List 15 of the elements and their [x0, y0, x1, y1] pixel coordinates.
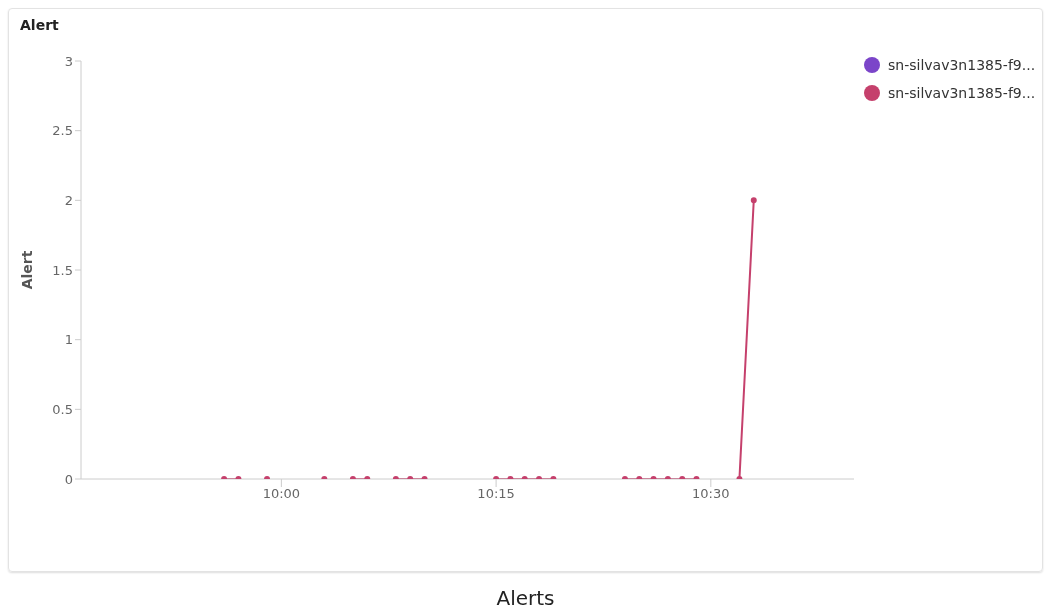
y-tick-label: 3 — [64, 53, 73, 69]
y-tick-label: 2 — [64, 192, 73, 208]
y-tick-label: 0.5 — [52, 401, 73, 417]
x-tick-label: 10:15 — [477, 486, 515, 502]
legend-label: sn-silvav3n1385-f9... — [888, 85, 1036, 101]
legend-label: sn-silvav3n1385-f9... — [888, 57, 1036, 73]
x-tick-label: 10:00 — [262, 486, 301, 502]
y-axis-title: Alert — [18, 250, 35, 290]
y-tick-label: 2.5 — [52, 123, 73, 139]
y-tick-label: 1.5 — [52, 262, 73, 278]
chart-title: Alert — [20, 17, 59, 33]
y-tick-label: 1 — [64, 332, 73, 348]
x-tick-label: 10:30 — [692, 486, 730, 502]
text: Alerts — [495, 586, 556, 610]
y-tick-label: 0 — [64, 471, 73, 487]
